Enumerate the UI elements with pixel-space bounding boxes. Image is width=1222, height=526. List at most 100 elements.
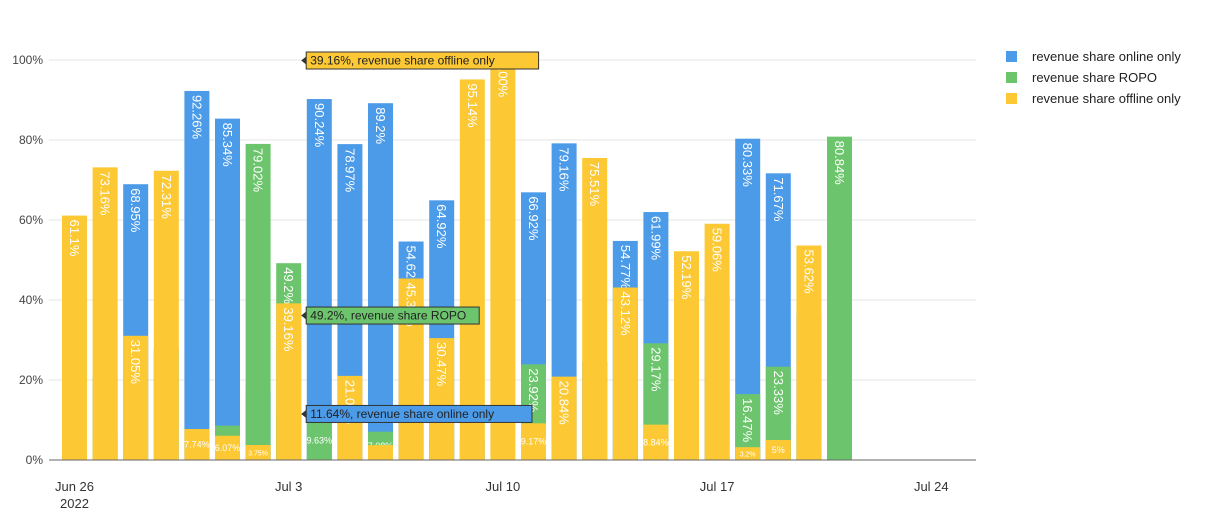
data-label: 100%	[495, 64, 510, 98]
data-label: 52.19%	[679, 255, 694, 300]
data-label: 20.84%	[557, 381, 572, 426]
tooltip-text: 39.16%, revenue share offline only	[310, 54, 495, 68]
data-label: 3.75%	[248, 451, 268, 458]
tooltip-pointer	[301, 56, 307, 65]
data-label: 23.33%	[771, 371, 786, 416]
bar-segment	[368, 103, 393, 460]
bar-segment	[306, 421, 332, 460]
x-tick-label: Jun 26	[55, 479, 94, 494]
bar-segment	[735, 447, 761, 460]
bar-segment	[368, 445, 393, 460]
data-label: 30.47%	[434, 342, 449, 387]
bar-segment	[796, 245, 822, 460]
legend-swatch-ropo	[1006, 72, 1017, 83]
bar-segment	[582, 157, 608, 460]
data-label: 90.24%	[312, 103, 327, 148]
y-tick-label: 40%	[19, 293, 43, 307]
data-label: 5%	[772, 445, 785, 455]
legend-label-online: revenue share online only	[1032, 49, 1181, 64]
data-label: 9.63%	[307, 436, 333, 446]
bar-segment	[184, 429, 210, 460]
x-tick-label: Jul 17	[700, 479, 735, 494]
data-label: 92.26%	[189, 95, 204, 140]
data-label: 75.51%	[587, 162, 602, 207]
data-label: 8.84%	[643, 437, 669, 447]
legend-item-online[interactable]: revenue share online only	[1006, 46, 1181, 67]
bar-segment	[62, 215, 87, 460]
data-label: 95.14%	[465, 83, 480, 128]
bar-segment	[245, 143, 271, 461]
legend-item-offline[interactable]: revenue share offline only	[1006, 88, 1181, 109]
data-label: 61.99%	[648, 216, 663, 261]
y-tick-label: 0%	[26, 453, 44, 467]
legend-swatch-online	[1006, 51, 1017, 62]
data-label: 80.33%	[740, 143, 755, 188]
legend: revenue share online only revenue share …	[1006, 46, 1181, 109]
data-label: 72.31%	[159, 175, 174, 220]
data-label: 61.1%	[67, 220, 82, 257]
bar-segment	[245, 445, 271, 460]
data-label: 54.77%	[618, 245, 633, 290]
data-label: 68.95%	[128, 188, 143, 233]
bar-segment	[459, 79, 485, 460]
data-label: 64.92%	[434, 204, 449, 249]
bar-segment	[429, 338, 455, 460]
data-label: 73.16%	[98, 171, 113, 216]
x-tick-sublabel: 2022	[60, 496, 89, 511]
x-tick-label: Jul 3	[275, 479, 302, 494]
bar-segment	[521, 423, 546, 460]
bar-segment	[184, 90, 210, 461]
bar-segment	[276, 303, 302, 460]
y-tick-label: 20%	[19, 373, 43, 387]
bar-segment	[306, 99, 332, 460]
data-label: 80.84%	[832, 141, 847, 186]
data-label: 89.2%	[373, 107, 388, 144]
legend-label-offline: revenue share offline only	[1032, 91, 1181, 106]
bar-segment	[643, 424, 669, 460]
bar-segment	[765, 440, 791, 460]
data-label: 53.62%	[801, 250, 816, 295]
bar-segment	[490, 60, 516, 460]
bar-segment	[215, 435, 240, 460]
data-label: 79.16%	[557, 147, 572, 192]
data-label: 16.47%	[740, 398, 755, 443]
data-label: 49.2%	[281, 267, 296, 304]
bar-segment	[674, 251, 699, 460]
data-label: 6.07%	[215, 443, 241, 453]
data-label: 29.17%	[648, 347, 663, 392]
bar-segment	[153, 170, 179, 460]
bar-segment	[215, 118, 240, 460]
data-label: 7.74%	[184, 440, 210, 450]
data-label: 31.05%	[128, 340, 143, 385]
data-label: 71.67%	[771, 177, 786, 222]
bar-segment	[612, 287, 638, 460]
y-tick-label: 80%	[19, 133, 43, 147]
bar-segment	[551, 376, 577, 460]
x-tick-label: Jul 10	[486, 479, 521, 494]
tooltip-text: 49.2%, revenue share ROPO	[310, 309, 466, 323]
y-tick-label: 60%	[19, 213, 43, 227]
data-label: 43.12%	[618, 292, 633, 337]
data-label: 9.17%	[521, 437, 547, 447]
tooltip-pointer	[301, 409, 307, 418]
legend-label-ropo: revenue share ROPO	[1032, 70, 1158, 85]
data-label: 79.02%	[251, 148, 266, 193]
tooltip-pointer	[301, 311, 307, 320]
legend-swatch-offline	[1006, 93, 1017, 104]
x-tick-label: Jul 24	[914, 479, 949, 494]
data-label: 59.06%	[710, 228, 725, 273]
data-label: 3.2%	[740, 452, 756, 459]
data-label: 85.34%	[220, 123, 235, 168]
data-label: 39.16%	[281, 307, 296, 352]
bar-segment	[92, 167, 118, 461]
y-tick-label: 100%	[12, 53, 43, 67]
data-label: 78.97%	[342, 148, 357, 193]
bar-segment	[704, 223, 730, 460]
data-label: 23.92%	[526, 368, 541, 413]
bar-segment	[123, 335, 149, 460]
data-label: 66.92%	[526, 196, 541, 241]
legend-item-ropo[interactable]: revenue share ROPO	[1006, 67, 1181, 88]
bar-segment	[827, 136, 852, 460]
